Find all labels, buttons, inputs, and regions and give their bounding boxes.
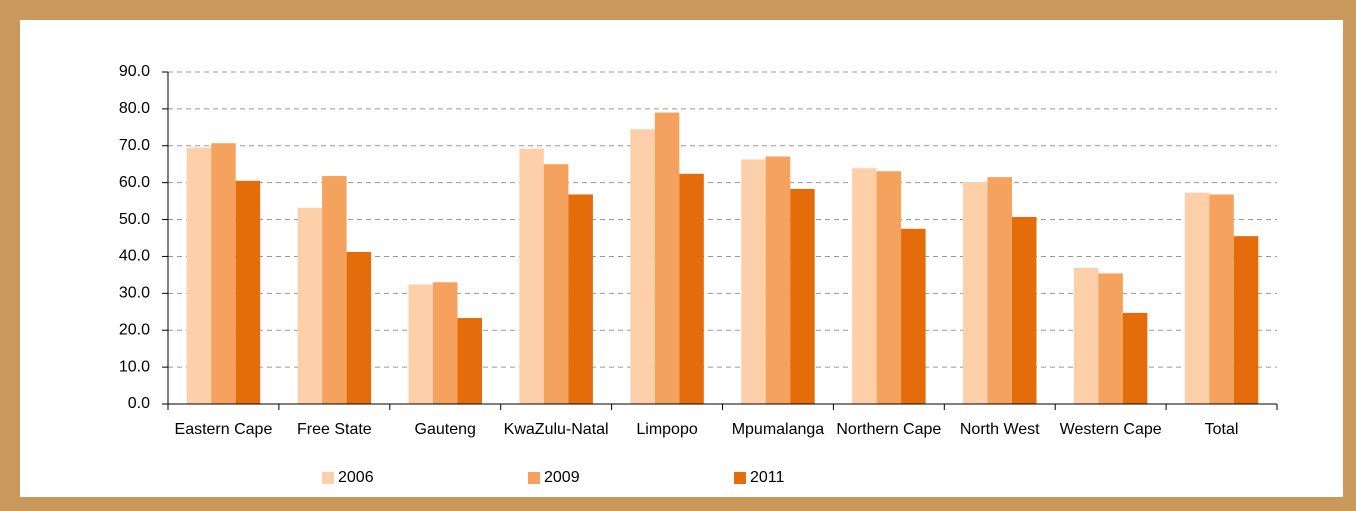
bar: [519, 148, 544, 404]
bar: [1098, 273, 1123, 404]
y-tick-label: 30.0: [119, 285, 150, 302]
bar: [765, 156, 791, 404]
y-tick-label: 60.0: [119, 174, 150, 191]
bar: [235, 180, 261, 404]
bar: [457, 318, 482, 404]
x-tick-label: Mpumalanga: [732, 421, 825, 438]
bar: [568, 194, 593, 404]
legend-swatch: [528, 472, 540, 484]
bar: [1122, 312, 1148, 404]
y-tick-label: 90.0: [119, 63, 150, 80]
bar: [1184, 192, 1210, 404]
x-tick-label: North West: [960, 421, 1040, 438]
y-tick-label: 0.0: [128, 395, 150, 412]
x-tick-label: Eastern Cape: [175, 421, 273, 438]
bar: [852, 168, 877, 404]
x-tick-label: Limpopo: [636, 421, 697, 438]
x-tick-label: Western Cape: [1060, 421, 1162, 438]
bar: [679, 173, 704, 404]
x-tick-label: KwaZulu-Natal: [504, 421, 609, 438]
x-tick-label: Total: [1205, 421, 1239, 438]
legend-swatch: [734, 472, 746, 484]
bar: [1012, 216, 1037, 404]
legend-label: 2011: [750, 469, 785, 486]
bar: [1209, 194, 1234, 404]
bar: [408, 284, 433, 404]
y-tick-label: 20.0: [119, 321, 150, 338]
y-tick-label: 80.0: [119, 100, 150, 117]
bar: [1233, 236, 1259, 404]
y-tick-label: 70.0: [119, 137, 150, 154]
bar: [322, 176, 347, 404]
bar: [654, 112, 680, 405]
bar: [186, 147, 212, 404]
bar: [790, 188, 815, 404]
bar: [543, 164, 569, 404]
bar: [211, 143, 236, 404]
bar: [963, 181, 988, 404]
bar: [987, 177, 1012, 404]
bar: [297, 207, 323, 404]
bar: [346, 252, 372, 404]
bar: [901, 228, 926, 404]
bar: [876, 171, 902, 404]
y-tick-label: 40.0: [119, 248, 150, 265]
y-tick-label: 50.0: [119, 211, 150, 228]
x-tick-label: Free State: [297, 421, 372, 438]
legend-swatch: [322, 472, 334, 484]
legend-label: 2006: [338, 469, 374, 486]
bar: [741, 159, 766, 404]
bar: [433, 282, 458, 404]
y-tick-label: 10.0: [119, 358, 150, 375]
legend-label: 2009: [544, 469, 580, 486]
bar: [630, 129, 655, 404]
x-tick-label: Northern Cape: [836, 421, 941, 438]
bar: [1073, 267, 1099, 404]
x-tick-label: Gauteng: [415, 421, 476, 438]
